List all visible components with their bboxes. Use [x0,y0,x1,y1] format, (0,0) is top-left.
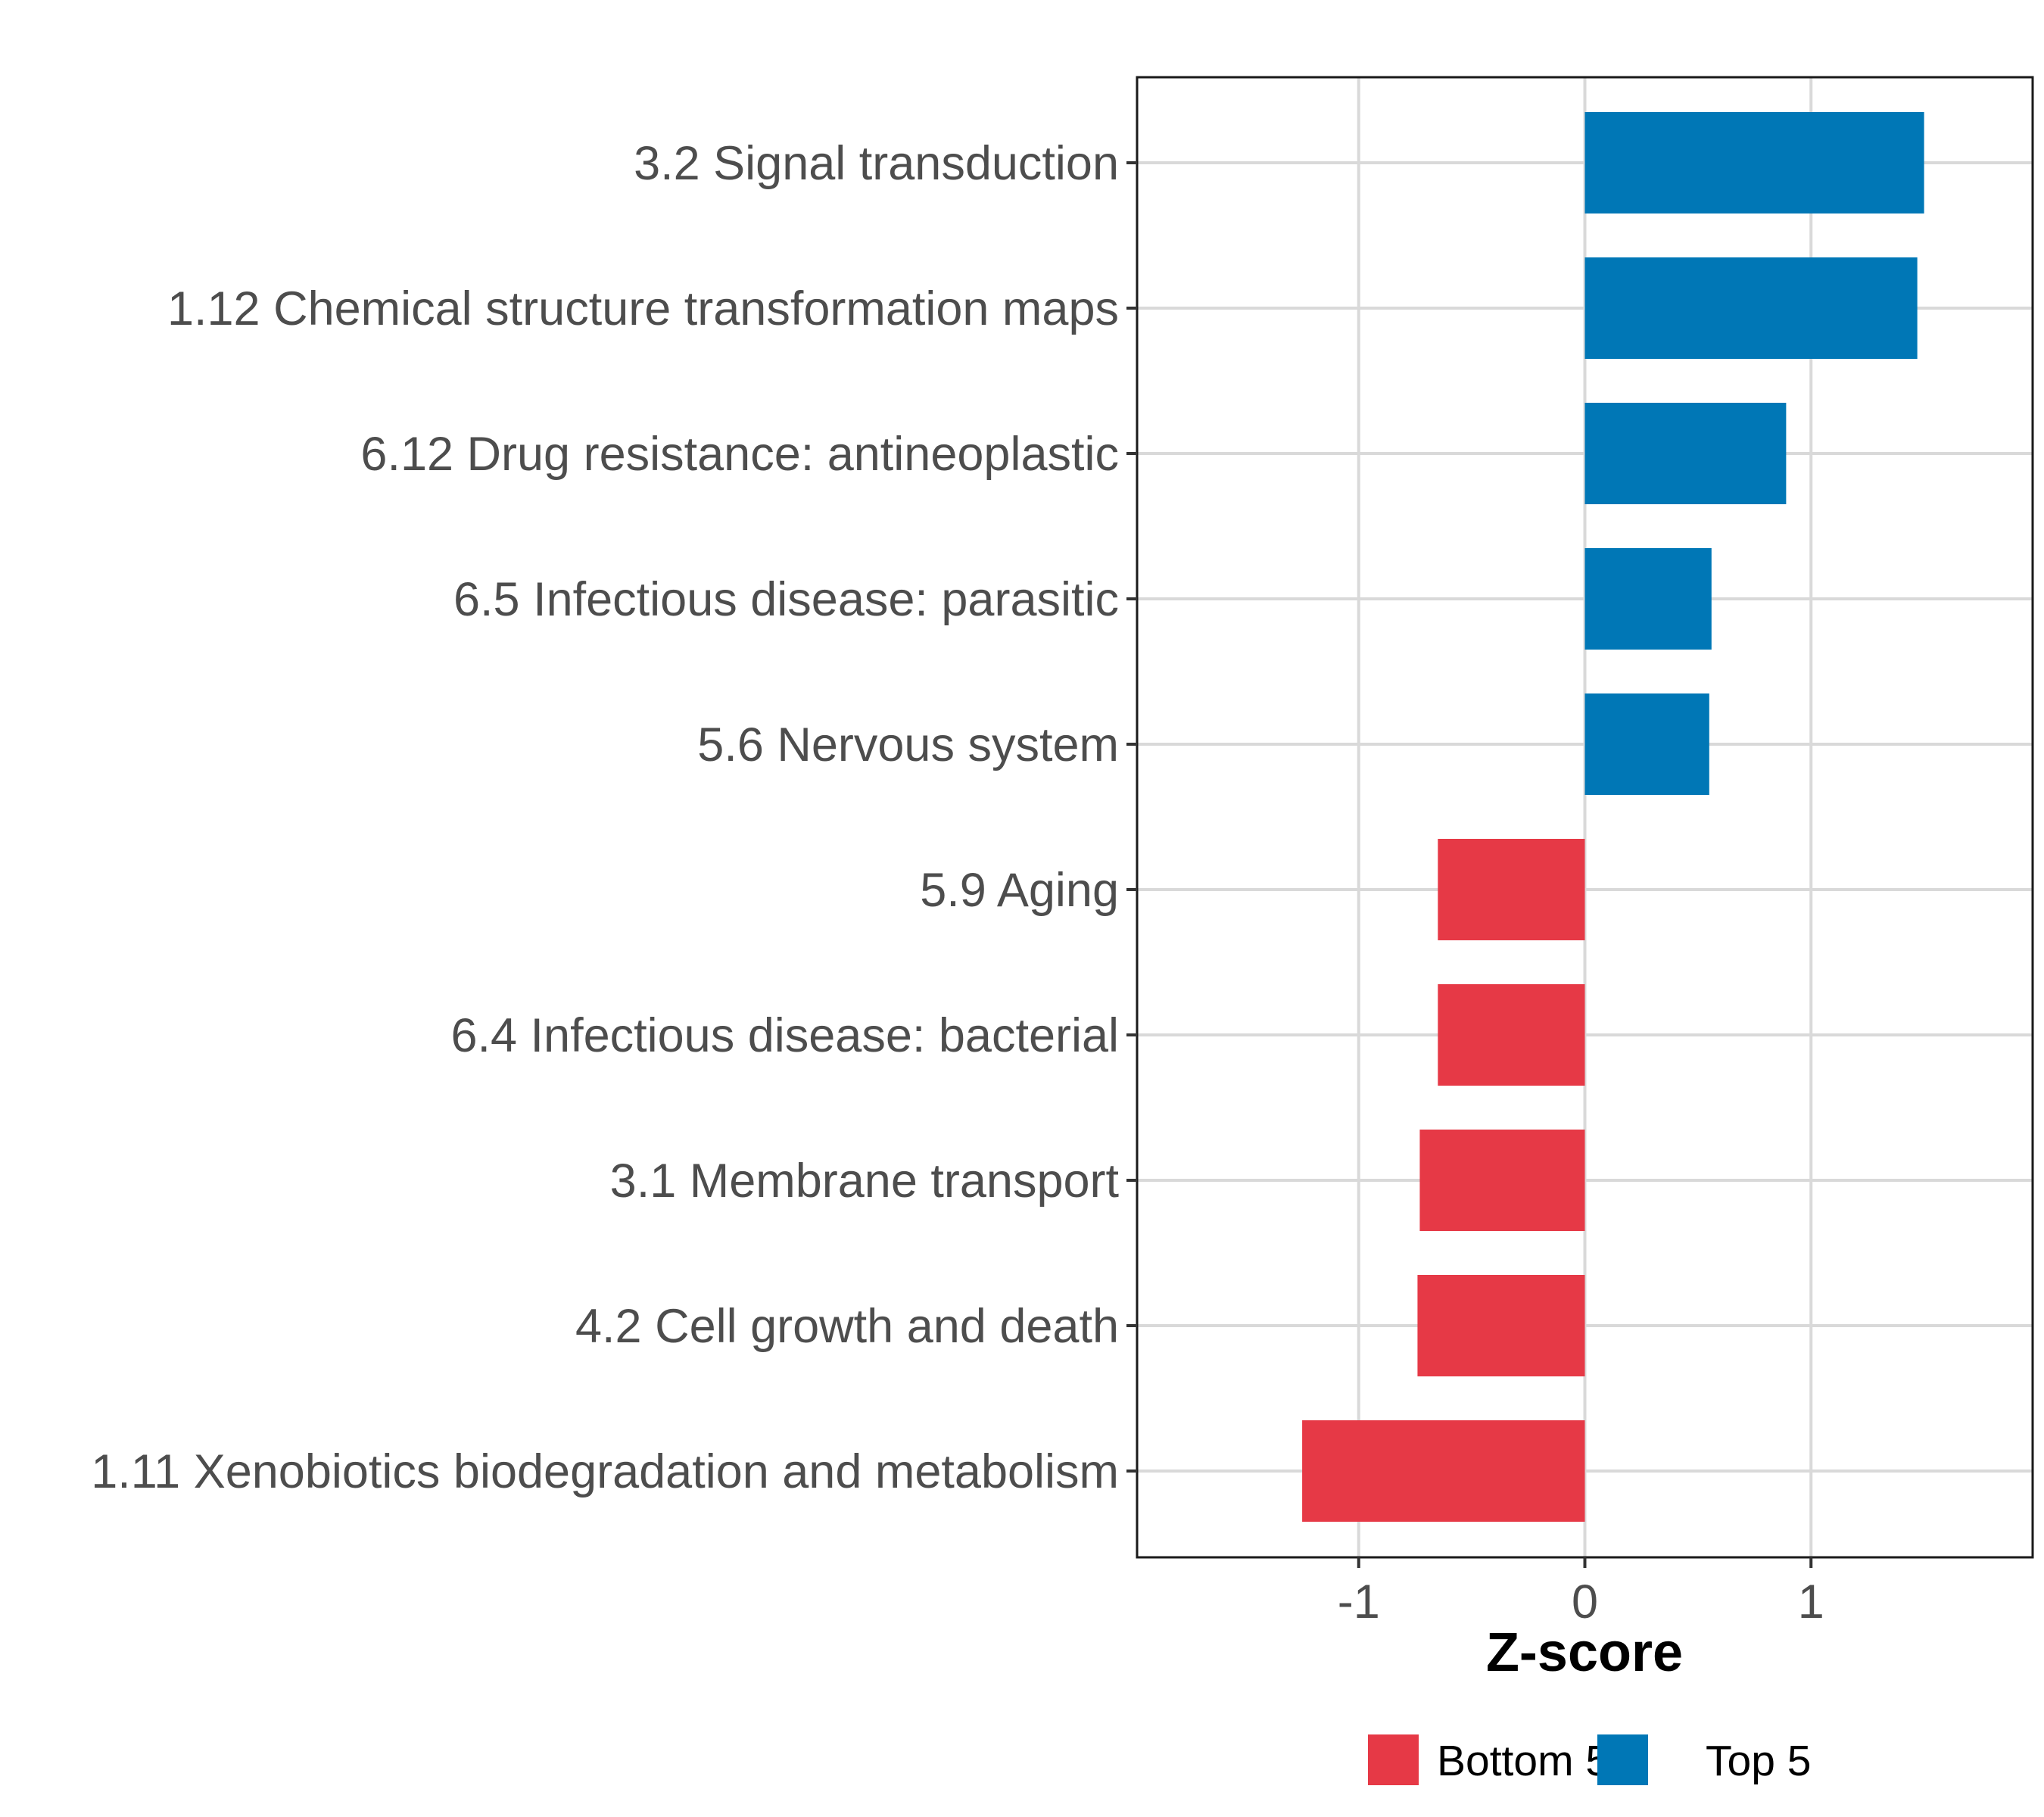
legend-swatch [1597,1734,1648,1785]
y-category-label: 6.4 Infectious disease: bacterial [450,1009,1119,1062]
y-category-label: 3.1 Membrane transport [610,1155,1120,1208]
x-tick-label: -1 [1338,1575,1380,1628]
y-category-label: 6.12 Drug resistance: antineoplastic [360,428,1119,481]
bar [1417,1275,1585,1376]
bar [1438,984,1585,1086]
bar [1584,112,1924,213]
legend-label: Top 5 [1706,1737,1811,1785]
bar [1584,693,1709,795]
bar [1584,257,1918,359]
y-axis: 3.2 Signal transduction 1.12 Chemical str… [91,137,1137,1498]
bar [1302,1420,1585,1522]
legend-swatch [1368,1734,1419,1785]
bar [1584,403,1787,504]
x-axis: -1 0 1 [1338,1557,1824,1628]
bar [1584,548,1712,650]
y-category-label: 5.6 Nervous system [697,718,1119,771]
bar [1419,1130,1585,1231]
y-category-label: 4.2 Cell growth and death [575,1300,1119,1353]
y-category-label: 5.9 Aging [920,864,1119,917]
y-category-label: 3.2 Signal transduction [634,137,1119,190]
bar-layer [1302,112,1924,1522]
y-category-label: 6.5 Infectious disease: parasitic [453,573,1119,626]
x-axis-title: Z-score [1486,1622,1683,1683]
legend-label: Bottom 5 [1437,1737,1609,1785]
y-category-label: 1.11 Xenobiotics biodegradation and meta… [91,1445,1119,1498]
x-tick-label: 1 [1798,1575,1824,1628]
legend: Bottom 5 Top 5 [1368,1734,1811,1785]
x-tick-label: 0 [1572,1575,1598,1628]
bar [1438,839,1585,940]
y-category-label: 1.12 Chemical structure transformation m… [167,282,1119,335]
